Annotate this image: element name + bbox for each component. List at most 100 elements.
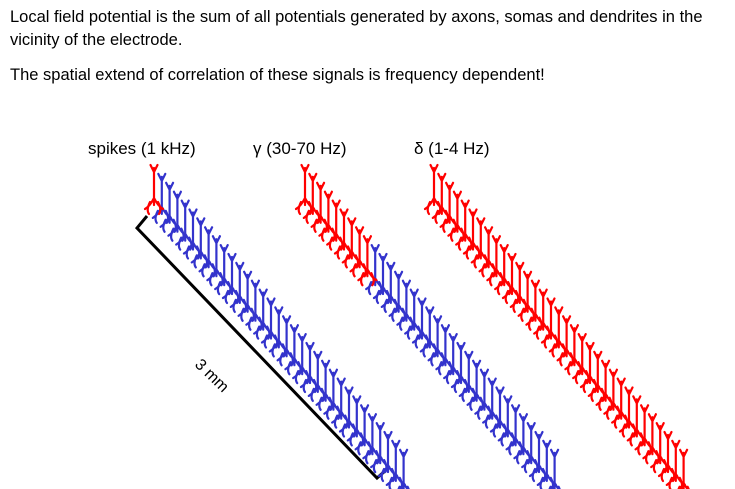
neuron-icon [494,244,515,296]
neuron-icon [435,324,456,376]
neuron-icon [470,217,491,269]
neuron-icon [595,359,616,411]
neuron-icon [331,377,352,429]
neuron-icon [533,288,554,340]
neuron-icon [528,430,550,483]
neuron-icon [556,315,577,367]
neuron-icon [315,359,336,411]
neuron-icon [268,306,289,358]
neuron-icon [182,208,204,260]
neuron-icon [362,413,383,465]
neuron-icon [292,333,313,385]
column-label-gamma: γ (30-70 Hz) [253,139,347,158]
neuron-icon [253,288,274,340]
neuron-icon [346,395,367,447]
neuron-icon [548,306,569,358]
neuron-icon [626,395,647,447]
neuron-icon [455,199,476,251]
neuron-icon [206,235,227,287]
neuron-icon [603,368,624,420]
neuron-icon [423,163,445,216]
neuron-column-3 [423,163,690,489]
neuron-icon [536,439,557,489]
neuron-icon [650,422,671,474]
neuron-icon [525,279,546,331]
neuron-icon [397,448,410,489]
neuron-icon [677,448,690,489]
neuron-icon [190,217,211,269]
neuron-icon [458,350,479,402]
neuron-icon [341,217,362,269]
neuron-icon [396,279,417,331]
neuron-icon [489,386,511,438]
neuron-icon [326,199,347,251]
neuron-icon [634,404,655,456]
neuron-icon [284,324,305,376]
neuron-icon [521,422,542,474]
neuron-icon [221,252,243,305]
neuron-icon [564,324,585,376]
neuron-icon [501,252,523,305]
frequency-statement: The spatial extend of correlation of the… [10,66,545,84]
neuron-icon [611,377,632,429]
neuron-icon [427,315,448,367]
neuron-icon [540,297,562,349]
neuron-icon [419,306,440,358]
neuron-icon [198,226,219,278]
neuron-icon [447,190,468,242]
neuron-icon [579,341,601,394]
neuron-icon [462,208,484,260]
neuron-icon [388,270,409,322]
neuron-icon [245,279,266,331]
neuron-icon [497,395,518,447]
neuron-icon [513,413,534,465]
neuron-icon [294,163,316,216]
neuron-icon [431,172,452,224]
neuron-icon [404,288,425,340]
neuron-icon [572,333,593,385]
neuron-icon [323,368,344,420]
neuron-icon [548,448,561,489]
neuron-icon [357,235,378,287]
neuron-icon [618,386,640,438]
column-label-delta: δ (1-4 Hz) [414,139,490,158]
neuron-icon [338,386,360,438]
neuron-icon [349,226,370,278]
neuron-icon [175,199,196,251]
intro-text: Local field potential is the sum of all … [10,8,703,49]
neuron-icon [365,244,386,296]
neuron-icon [333,208,355,260]
neuron-icon [482,377,503,429]
neuron-icon [443,333,464,385]
neuron-icon [354,404,375,456]
neuron-icon [474,368,495,420]
neuron-icon [167,190,188,242]
neuron-icon [509,261,530,313]
neuron-icon [411,297,433,349]
neuron-icon [478,226,499,278]
neuron-icon [237,270,258,322]
neuron-icon [214,244,235,296]
neuron-icon [380,261,401,313]
neuron-icon [151,172,172,224]
neuron-icon [385,439,406,489]
neuron-icon [143,163,165,216]
neuron-icon [450,341,472,394]
neuron-icon [310,181,331,233]
neuron-icon [505,404,526,456]
neuron-icon [642,413,663,465]
neuron-icon [486,235,507,287]
neuron-icon [318,190,339,242]
neuron-icon [307,350,328,402]
neuron-icon [159,181,180,233]
neuron-icon [302,172,323,224]
neuron-icon [370,422,391,474]
neuron-column-1 [143,163,410,489]
neuron-icon [665,439,686,489]
neuron-icon [466,359,487,411]
neuron-icon [377,430,399,483]
neuron-column-2 [294,163,561,489]
neuron-icon [657,430,679,483]
neuron-icon [260,297,282,349]
